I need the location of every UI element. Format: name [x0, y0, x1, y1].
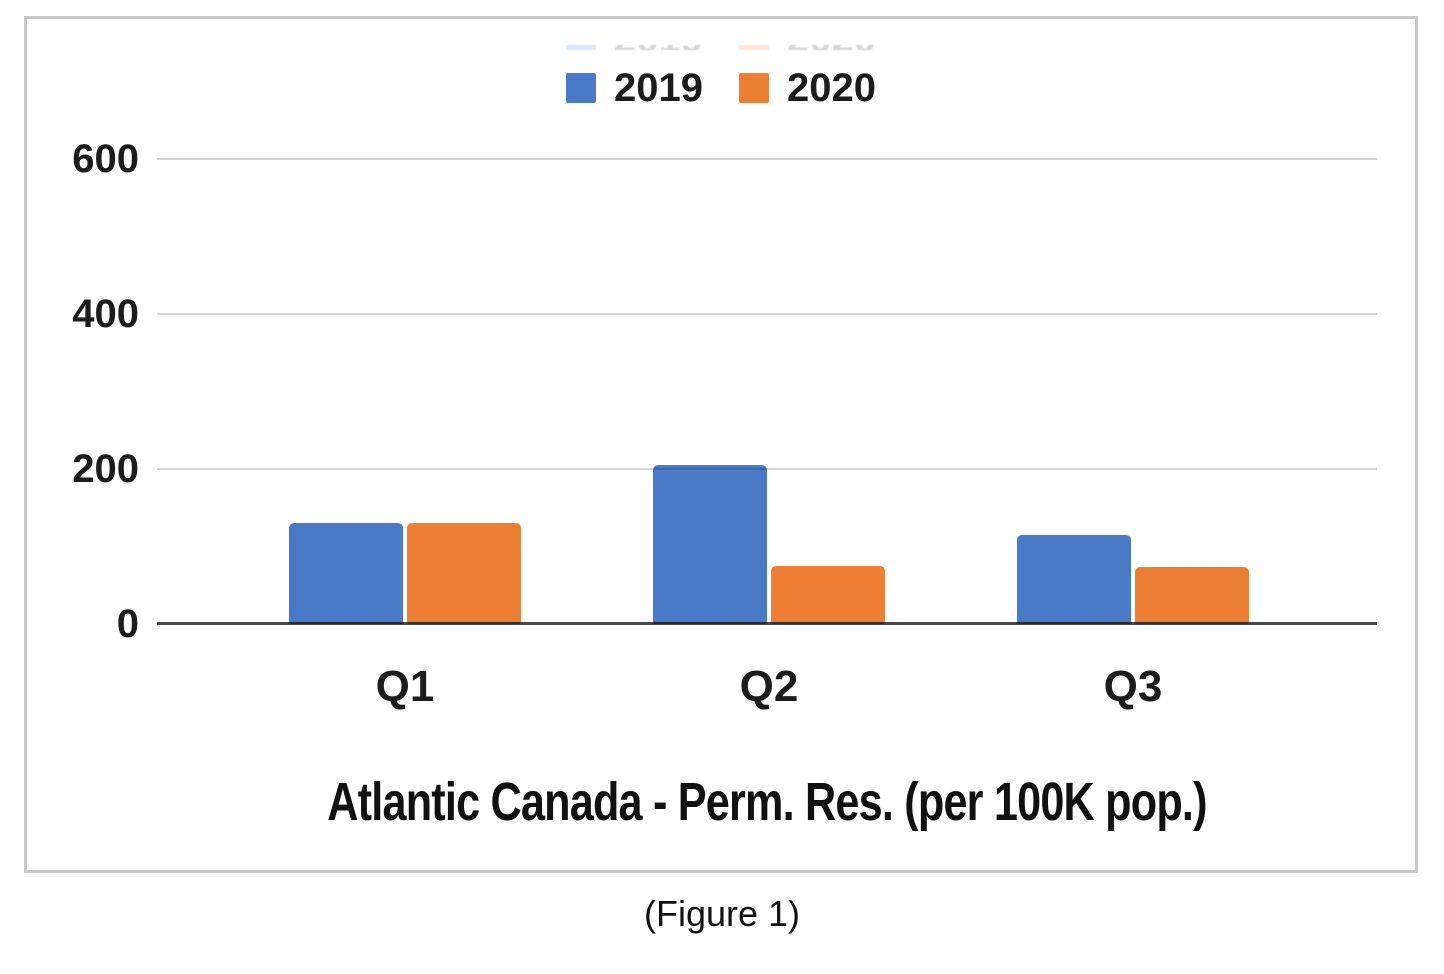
ghost-legend-row: 2019 2020: [27, 45, 1415, 50]
legend-item-2019: 2019: [566, 68, 703, 108]
ghost-legend-swatch-icon: [566, 45, 597, 50]
legend-label: 2019: [614, 66, 703, 110]
gridline-400: [157, 313, 1377, 315]
legend-swatch-icon: [566, 73, 597, 103]
y-axis-tick-labels: 0 200 400 600: [47, 139, 139, 644]
chart-figure-box: 2019 2020 2019 2020 0 200 400 600 Q1 Q2 Q3 Atla…: [24, 16, 1418, 873]
x-tick-label-Q3: Q3: [1103, 662, 1163, 711]
gridline-200: [157, 468, 1377, 470]
bar-2020-Q3: [1135, 567, 1249, 624]
x-tick-label-Q1: Q1: [375, 662, 435, 711]
legend-swatch-icon: [739, 73, 769, 103]
gridline-600: [157, 158, 1377, 160]
chart-title: Atlantic Canada - Perm. Res. (per 100K p…: [327, 772, 1207, 832]
y-tick-label-0: 0: [116, 602, 139, 646]
bar-2019-Q2: [653, 465, 767, 624]
ghost-legend-swatch-icon: [739, 45, 769, 50]
ghost-legend-label: 2020: [787, 45, 876, 50]
legend-item-2020: 2020: [739, 68, 876, 108]
x-axis-tick-labels: Q1 Q2 Q3: [157, 663, 1377, 715]
y-tick-label-200: 200: [72, 447, 139, 491]
ghost-legend-item-2019: 2019: [566, 45, 703, 50]
ghost-legend-artifact: 2019 2020: [27, 45, 1415, 50]
bar-2019-Q3: [1017, 534, 1131, 624]
y-tick-label-400: 400: [72, 292, 139, 336]
bar-2020-Q2: [771, 565, 885, 624]
legend-label: 2020: [787, 66, 876, 110]
y-tick-label-600: 600: [72, 137, 139, 181]
bar-2020-Q1: [407, 523, 521, 624]
x-tick-label-Q2: Q2: [739, 662, 799, 711]
chart-legend: 2019 2020: [27, 68, 1415, 108]
plot-area: [157, 158, 1377, 625]
ghost-legend-item-2020: 2020: [739, 45, 876, 50]
ghost-legend-label: 2019: [614, 45, 703, 50]
x-axis-line: [157, 622, 1377, 625]
bar-2019-Q1: [289, 523, 403, 624]
legend-row: 2019 2020: [566, 68, 876, 108]
figure-caption: (Figure 1): [643, 893, 801, 934]
